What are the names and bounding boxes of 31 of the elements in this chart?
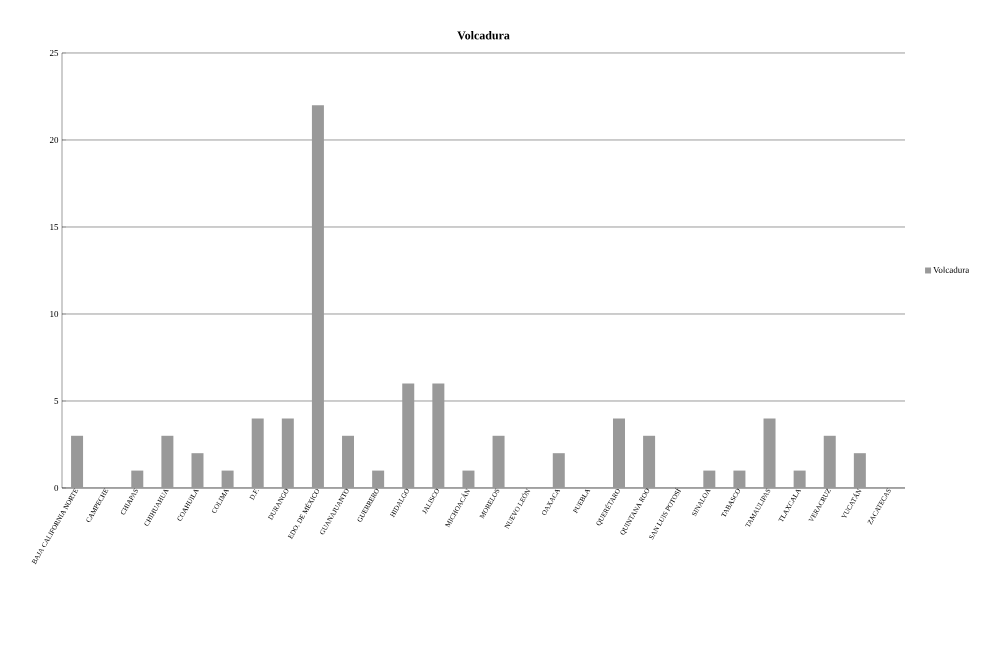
bar: [311, 105, 324, 488]
y-tick-label: 10: [50, 310, 59, 318]
bar: [71, 435, 84, 488]
bar: [342, 435, 355, 488]
bar: [191, 453, 204, 488]
bar: [281, 418, 294, 488]
y-tick-label: 15: [50, 223, 59, 230]
bar: [462, 470, 475, 488]
bar: [131, 470, 144, 488]
y-tick-label: 0: [54, 484, 59, 492]
y-tick-label: 25: [49, 49, 59, 56]
bar: [763, 418, 776, 488]
bar: [552, 453, 565, 488]
bar: [853, 453, 866, 488]
bar: [221, 470, 234, 488]
bar: [402, 383, 415, 488]
legend-label: Volcadura: [933, 266, 970, 273]
bar: [251, 418, 264, 488]
bar: [703, 470, 716, 488]
chart-title: Volcadura: [457, 31, 510, 40]
bar: [492, 435, 505, 488]
bar: [823, 435, 836, 488]
bar: [432, 383, 445, 488]
y-tick-label: 5: [54, 398, 59, 404]
bar: [612, 418, 625, 488]
bar: [161, 435, 174, 488]
y-tick-label: 20: [49, 136, 59, 144]
bar: [372, 470, 385, 488]
bar: [733, 470, 746, 488]
bar: [793, 470, 806, 488]
bar: [643, 435, 656, 488]
